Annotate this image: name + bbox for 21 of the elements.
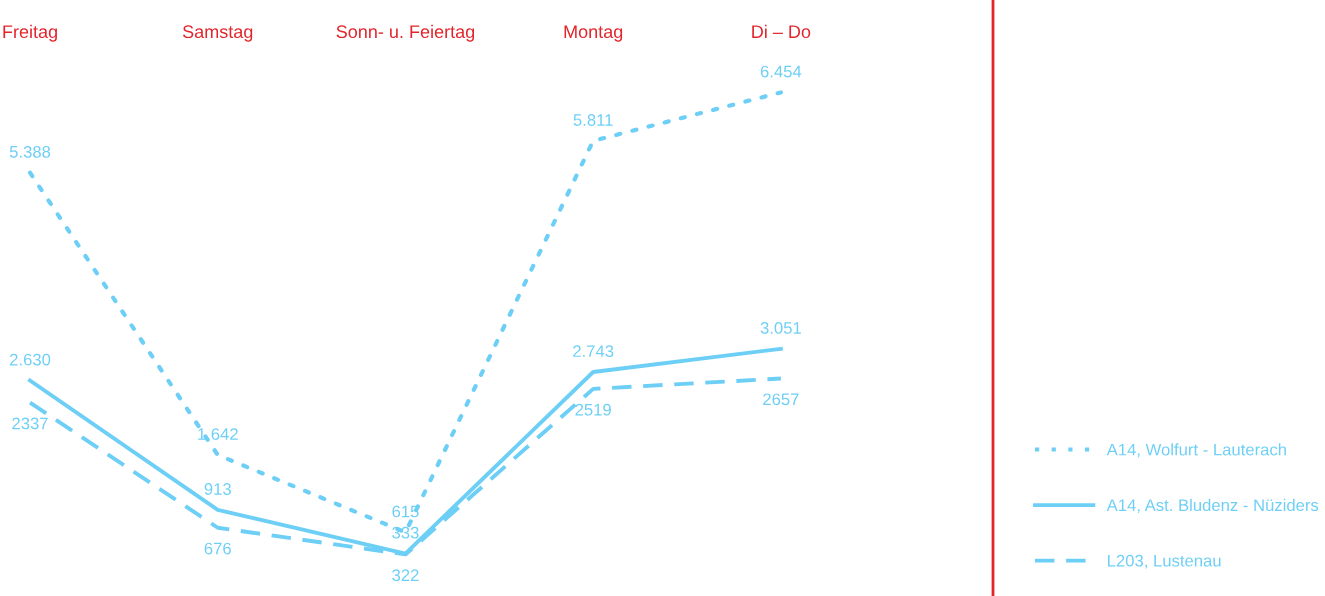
data-label: 676 xyxy=(204,542,231,555)
x-tick-label: Di – Do xyxy=(752,24,811,39)
data-label: 2657 xyxy=(763,393,799,406)
x-tick-label: Montag xyxy=(564,25,623,42)
x-tick-label: Freitag xyxy=(3,24,57,42)
data-label: 2.630 xyxy=(10,353,51,366)
x-tick-label: Samstag xyxy=(182,25,253,42)
legend-label: L203, Lustenau xyxy=(1108,554,1221,569)
data-label: 5.388 xyxy=(9,145,51,158)
data-label: 6.454 xyxy=(760,65,802,78)
data-label: 913 xyxy=(204,483,231,495)
data-label: 5.811 xyxy=(573,114,613,126)
legend-label: A14, Ast. Bludenz - Nüziders xyxy=(1106,498,1319,514)
x-tick-label: Sonn- u. Feiertag xyxy=(336,24,475,42)
data-label: 2519 xyxy=(575,403,611,416)
data-label: 2.743 xyxy=(573,345,614,358)
data-label: 322 xyxy=(392,569,419,582)
data-label: 1.642 xyxy=(198,428,238,440)
legend-label: A14, Wolfurt - Lauterach xyxy=(1106,443,1286,458)
data-label: 3.051 xyxy=(760,322,801,334)
data-label: 2337 xyxy=(12,417,48,430)
